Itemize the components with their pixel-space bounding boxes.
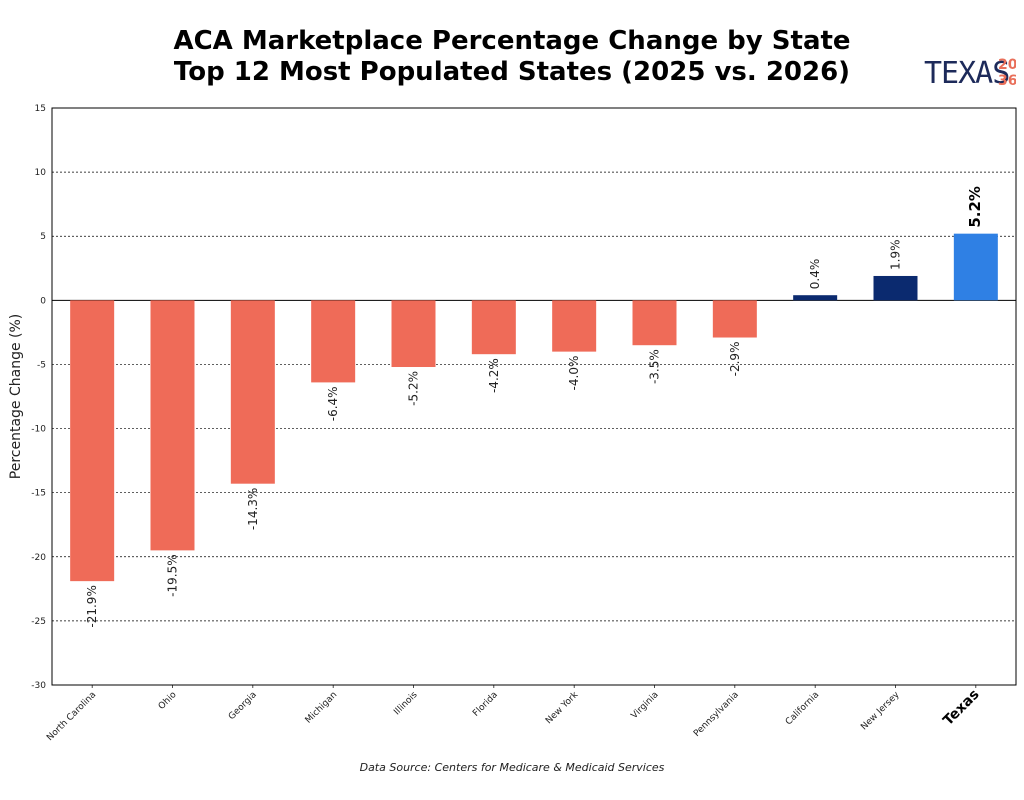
bar-new-jersey	[873, 275, 918, 301]
x-category-label: New Jersey	[859, 690, 902, 733]
data-label: -5.2%	[407, 371, 421, 406]
x-category-label: New York	[544, 689, 581, 726]
x-category-label: North Carolina	[45, 690, 98, 743]
x-category-label: Ohio	[157, 690, 179, 712]
bar-virginia	[632, 300, 677, 346]
x-category-label: Virginia	[630, 690, 661, 721]
bar-texas	[953, 233, 998, 301]
x-category-label: Texas	[940, 687, 982, 729]
y-tick-label: 10	[35, 168, 47, 178]
bar-florida	[471, 300, 516, 355]
x-category-label: Pennsylvania	[692, 690, 741, 739]
data-label: 1.9%	[889, 239, 903, 270]
data-label: -14.3%	[246, 488, 260, 530]
logo-text: TEXAS	[924, 56, 1009, 88]
chart-title: ACA Marketplace Percentage Change by Sta…	[0, 26, 1024, 88]
data-label: -6.4%	[326, 386, 340, 421]
x-category-label: Florida	[471, 690, 500, 719]
y-tick-label: -15	[31, 489, 46, 499]
x-category-label: Michigan	[304, 690, 340, 726]
logo-year-bottom: 36	[998, 73, 1016, 88]
data-label: -21.9%	[85, 585, 99, 627]
bar-pennsylvania	[712, 300, 757, 338]
data-label: -19.5%	[166, 554, 180, 596]
y-tick-label: 15	[35, 104, 46, 114]
y-tick-label: -30	[31, 681, 46, 691]
data-label: -4.0%	[567, 356, 581, 391]
bar-michigan	[311, 300, 356, 383]
x-category-label: Illinois	[392, 690, 419, 717]
y-tick-label: -20	[31, 553, 46, 563]
data-label: 0.4%	[808, 259, 822, 290]
bar-ohio	[150, 300, 195, 551]
data-label: 5.2%	[966, 186, 984, 228]
bar-california	[793, 295, 838, 301]
data-label: -2.9%	[728, 342, 742, 377]
logo-year-top: 20	[998, 57, 1016, 73]
data-label: -3.5%	[648, 349, 662, 384]
y-tick-label: 5	[40, 232, 46, 242]
y-tick-label: -10	[31, 425, 46, 435]
texas-2036-logo: TEXAS 20 36	[924, 56, 1016, 88]
y-axis-label: Percentage Change (%)	[8, 314, 24, 479]
bar-new-york	[552, 300, 597, 352]
data-source-note: Data Source: Centers for Medicare & Medi…	[359, 761, 665, 774]
data-label: -4.2%	[487, 358, 501, 393]
bar-illinois	[391, 300, 436, 368]
chart-title-line-1: ACA Marketplace Percentage Change by Sta…	[173, 26, 851, 56]
y-tick-label: 0	[40, 296, 46, 306]
bar-georgia	[230, 300, 275, 484]
plot-area	[51, 107, 1017, 686]
chart-title-line-2: Top 12 Most Populated States (2025 vs. 2…	[173, 57, 851, 87]
x-category-label: Georgia	[227, 690, 259, 722]
x-category-label: California	[784, 690, 821, 727]
y-tick-label: -5	[37, 360, 46, 370]
bar-north-carolina	[70, 300, 115, 582]
y-tick-label: -25	[31, 617, 46, 627]
